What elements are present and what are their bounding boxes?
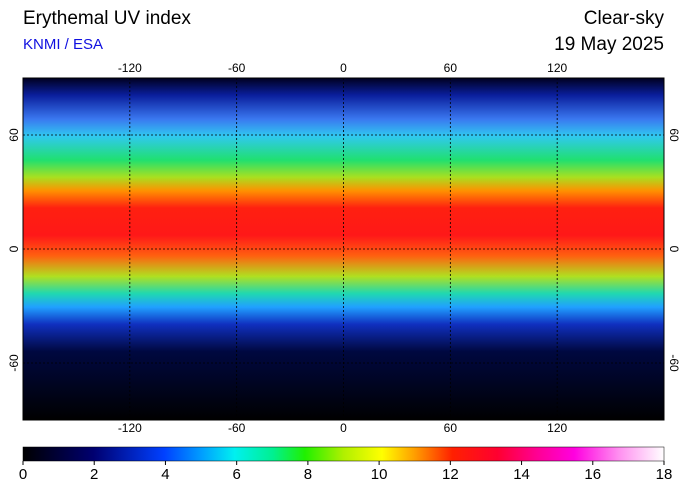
- title: Erythemal UV index: [23, 8, 191, 29]
- grid: [23, 78, 664, 420]
- source: KNMI / ESA: [23, 36, 103, 53]
- x-tick-label: 0: [340, 61, 347, 75]
- colorbar: [22, 446, 665, 462]
- colorbar-tick-label: 6: [232, 466, 240, 483]
- y-tick-label: -60: [667, 354, 681, 372]
- x-tick-label: 0: [340, 421, 347, 435]
- y-tick-label: 60: [667, 128, 681, 142]
- colorbar-tick-label: 10: [371, 466, 388, 483]
- colorbar-tick-label: 2: [90, 466, 98, 483]
- mode: Clear-sky: [584, 8, 665, 29]
- map-frame: [22, 77, 665, 421]
- y-tick-label: 60: [7, 128, 21, 142]
- y-tick-label: 0: [7, 245, 21, 252]
- colorbar-tick-label: 14: [513, 466, 530, 483]
- x-tick-label: -60: [228, 61, 246, 75]
- x-tick-label: 60: [444, 421, 458, 435]
- x-tick-label: -120: [118, 61, 142, 75]
- x-tick-label: 60: [444, 61, 458, 75]
- colorbar-tick-label: 8: [304, 466, 312, 483]
- x-tick-label: 120: [547, 421, 567, 435]
- colorbar-tick-label: 12: [442, 466, 459, 483]
- colorbar-tick-label: 0: [19, 466, 27, 483]
- colorbar-tick-label: 16: [584, 466, 601, 483]
- x-tick-label: -60: [228, 421, 246, 435]
- colorbar-tick-label: 18: [656, 466, 673, 483]
- date: 19 May 2025: [554, 34, 664, 55]
- x-tick-label: -120: [118, 421, 142, 435]
- y-tick-label: 0: [667, 246, 681, 253]
- colorbar-tick-label: 4: [161, 466, 169, 483]
- y-tick-label: -60: [7, 354, 21, 372]
- x-tick-label: 120: [547, 61, 567, 75]
